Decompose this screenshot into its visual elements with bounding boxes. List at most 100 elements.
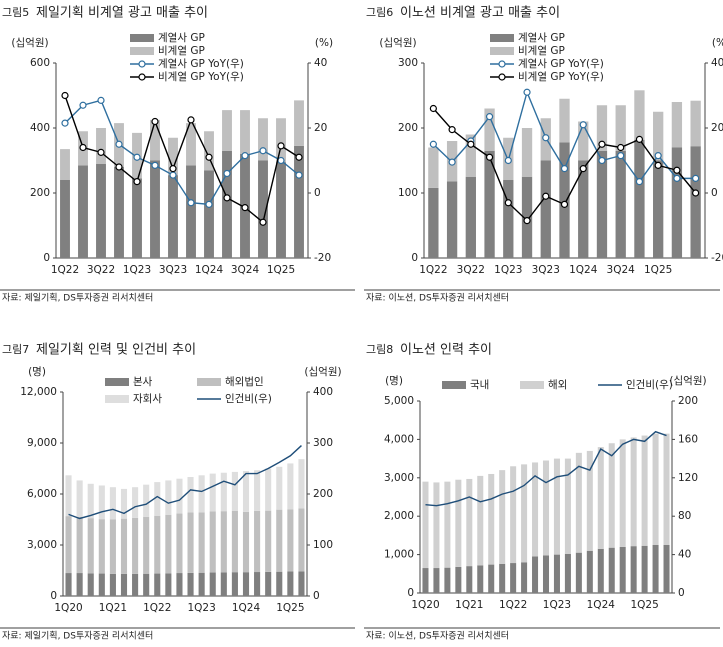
bar [553, 554, 560, 593]
bar [65, 573, 72, 596]
bar [465, 134, 476, 177]
y-axis-unit: (명) [385, 375, 403, 387]
marker [617, 143, 625, 152]
marker [598, 140, 606, 148]
bar [652, 545, 659, 593]
marker [277, 156, 285, 165]
bar [198, 572, 205, 596]
marker [429, 104, 437, 113]
marker [523, 217, 531, 225]
marker [61, 91, 69, 100]
bar [586, 550, 593, 593]
y-axis-unit: (십억원) [379, 37, 416, 49]
bar [690, 146, 701, 258]
bar [154, 573, 161, 596]
marker [97, 96, 105, 104]
bar [630, 437, 637, 547]
marker [485, 113, 494, 121]
legend-swatch [498, 60, 506, 68]
bar [242, 572, 250, 596]
line [425, 430, 667, 507]
bar [634, 139, 645, 258]
bar [652, 433, 659, 545]
y-tick-label: 200 [398, 122, 418, 134]
bar [204, 170, 214, 258]
legend-label: 비계열 GP [158, 45, 205, 57]
chart-title: 이노션 비계열 광고 매출 추이 [400, 6, 560, 21]
x-tick-label: 1Q25 [630, 599, 658, 611]
y-tick-label: 0 [407, 587, 414, 599]
bar [204, 131, 214, 171]
bar [187, 477, 194, 513]
legend-swatch [105, 395, 129, 403]
legend-label: 해외법인 [225, 375, 264, 388]
source: 자료: 이노션, DS투자증권 리서치센터 [366, 292, 509, 304]
legend-label: 비계열 GP YoY(우) [518, 71, 604, 83]
marker [523, 88, 531, 96]
y-tick-label: 3,000 [27, 539, 57, 551]
bar [477, 475, 484, 566]
line [64, 95, 300, 224]
bar [96, 163, 106, 258]
bar [671, 147, 683, 258]
marker [654, 161, 662, 169]
marker [692, 189, 700, 197]
legend-swatch [490, 47, 514, 55]
bar [433, 482, 440, 569]
bar [596, 105, 608, 151]
bar [114, 167, 124, 258]
legend-label: 인건비(우) [225, 393, 272, 405]
bar [98, 485, 105, 520]
x-tick-label: 1Q22 [499, 599, 527, 611]
bar [653, 160, 664, 258]
legend-label: 비계열 GP [518, 45, 565, 57]
bar [98, 519, 105, 574]
y2-tick-label: 20 [314, 122, 327, 134]
bar [240, 110, 250, 154]
bar [76, 480, 83, 517]
bar [65, 475, 72, 517]
x-tick-label: 1Q25 [276, 602, 304, 614]
bar [186, 123, 196, 166]
figure-number: 그림5 [2, 6, 29, 19]
x-tick-label: 1Q20 [54, 602, 82, 614]
y-tick-label: 300 [398, 57, 418, 69]
y-tick-label: 6,000 [27, 488, 57, 500]
y-tick-label: 9,000 [27, 437, 57, 449]
legend-swatch [197, 378, 221, 386]
y2-tick-label: 20 [711, 122, 723, 134]
bar [176, 478, 183, 514]
marker [241, 204, 249, 212]
bar [615, 105, 626, 151]
bar [488, 473, 495, 565]
marker [169, 165, 177, 173]
y2-tick-label: 0 [678, 587, 685, 599]
marker [504, 199, 512, 207]
x-tick-label: 1Q24 [232, 602, 261, 614]
bar [143, 573, 150, 596]
marker [467, 140, 475, 148]
bar [87, 518, 94, 574]
bar [690, 100, 701, 147]
bar [586, 450, 593, 551]
bar [143, 516, 150, 574]
bar [254, 572, 261, 596]
marker [223, 169, 231, 178]
y-tick-label: 0 [43, 252, 50, 264]
marker [115, 163, 123, 171]
bar [209, 511, 216, 573]
bar [615, 150, 626, 258]
bar [258, 118, 268, 161]
marker [133, 178, 141, 186]
bar [455, 566, 462, 593]
bar [532, 462, 539, 557]
bar [198, 475, 205, 513]
marker [151, 117, 159, 126]
bar [154, 482, 161, 516]
marker [79, 101, 87, 109]
x-tick-label: 1Q24 [569, 264, 598, 276]
bar [653, 111, 664, 161]
marker [151, 161, 159, 169]
marker [205, 200, 213, 208]
bar [109, 487, 116, 520]
